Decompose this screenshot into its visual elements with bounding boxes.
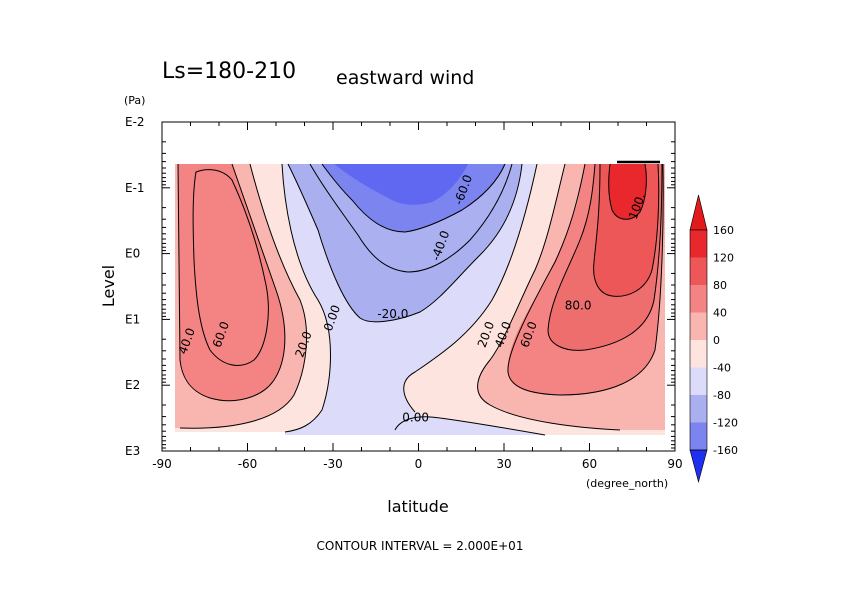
colorbar-swatch: [690, 257, 707, 285]
colorbar-label: 160: [713, 224, 734, 237]
colorbar-swatch: [690, 312, 707, 340]
colorbar-swatch: [690, 367, 707, 395]
fill-lower-left-notch: [175, 432, 285, 438]
colorbar-swatch: [690, 285, 707, 313]
fill-negative-80: [334, 164, 468, 205]
colorbar-swatch: [690, 340, 707, 368]
chart-subtitle: eastward wind: [336, 67, 474, 89]
colorbar-label: 40: [713, 307, 727, 320]
x-tick-label: -30: [323, 457, 343, 471]
contour-label: 0.00: [402, 410, 429, 424]
contour-line-left-zero: [281, 163, 331, 433]
x-axis-label: latitude: [387, 497, 448, 516]
contour-line-negative-40: [309, 163, 513, 273]
x-tick-label: 60: [582, 457, 597, 471]
fill-left-60: [193, 169, 269, 366]
y-tick-label: E-2: [125, 115, 145, 129]
colorbar-frame: [689, 229, 708, 451]
colorbar-label: 0: [713, 334, 720, 347]
x-tick-label: 0: [415, 457, 423, 471]
x-axis: -90 -60 -30 0 30 60 90: [152, 122, 683, 471]
contour-line-right-zero: [403, 163, 538, 413]
chart-title: Ls=180-210: [162, 59, 296, 84]
colorbar-swatch: [690, 230, 707, 258]
contour-line-right-40: [507, 163, 664, 396]
y-tick-label: E2: [125, 378, 140, 392]
colorbar-label: 80: [713, 279, 727, 292]
colorbar-label: -40: [713, 362, 731, 375]
y-tick-label: E0: [125, 247, 140, 261]
colorbar-label: -120: [713, 417, 738, 430]
contour-line-right-100: [608, 163, 647, 220]
colorbar-bottom-triangle: [689, 449, 708, 484]
x-tick-label: -60: [238, 457, 258, 471]
y-tick-label: E3: [125, 444, 140, 458]
fill-right-100: [608, 164, 647, 220]
contour-line-negative-60: [321, 163, 506, 233]
contour-line-negative-20: [287, 163, 523, 323]
colorbar-swatch: [690, 395, 707, 423]
colorbar-top-triangle: [689, 194, 708, 231]
contour-line-right-60: [547, 163, 663, 351]
fill-bottom-negative: [395, 416, 545, 435]
y-axis: E-2 E-1 E0 E1 E2 E3: [125, 115, 675, 458]
y-tick-label: E1: [125, 312, 140, 326]
y-axis-label: Level: [99, 265, 118, 307]
contour-label: 80.0: [565, 299, 592, 313]
x-tick-label: 30: [496, 457, 511, 471]
colorbar-label: -160: [713, 444, 738, 457]
x-units: (degree_north): [586, 477, 668, 490]
colorbar: 160 120 80 40 0 -40 -80 -120 -160: [689, 194, 738, 484]
colorbar-label: -80: [713, 389, 731, 402]
y-tick-label: E-1: [125, 181, 145, 195]
contour-line-right-20: [477, 163, 621, 431]
x-tick-label: -90: [152, 457, 172, 471]
x-tick-label: 90: [667, 457, 682, 471]
colorbar-label: 120: [713, 252, 734, 265]
contour-line-left-40: [177, 163, 286, 402]
contour-line-bottom-zero: [394, 416, 546, 436]
contour-line-left-20: [179, 163, 308, 429]
contour-line-right-80: [593, 163, 660, 297]
y-units: (Pa): [124, 94, 145, 107]
contour-label: -20.0: [377, 307, 408, 321]
contour-lines: [177, 160, 664, 436]
contour-fill: [175, 164, 665, 438]
colorbar-swatch: [690, 422, 707, 450]
contour-interval-note: CONTOUR INTERVAL = 2.000E+01: [317, 539, 524, 553]
contour-line-left-60: [192, 169, 269, 366]
